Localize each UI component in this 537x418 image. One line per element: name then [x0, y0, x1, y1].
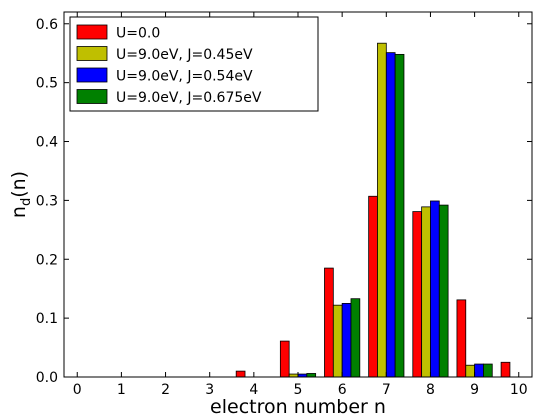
y-tick-label: 0.2 — [36, 252, 58, 268]
bar — [500, 361, 511, 378]
legend-label: U=9.0eV, J=0.675eV — [116, 90, 262, 106]
y-axis-label: nd(n) — [8, 171, 34, 218]
bar — [279, 340, 290, 378]
bar — [474, 363, 484, 378]
bar — [430, 200, 440, 378]
bar — [306, 373, 317, 378]
bar — [394, 53, 405, 378]
x-tick-label: 1 — [117, 382, 126, 398]
y-axis-label-tail: (n) — [8, 171, 30, 198]
x-tick-label: 2 — [161, 382, 170, 398]
x-tick-label: 0 — [73, 382, 82, 398]
y-tick-label: 0.4 — [36, 135, 58, 151]
x-tick-label: 9 — [470, 382, 479, 398]
legend-box — [69, 16, 319, 112]
x-axis-label: electron number n — [210, 396, 386, 418]
bar — [421, 206, 431, 378]
x-tick-label: 7 — [382, 382, 391, 398]
bar — [438, 204, 449, 378]
bar — [368, 195, 378, 378]
y-axis-label-main: n — [8, 206, 30, 218]
bar — [324, 267, 334, 378]
x-tick-label: 3 — [205, 382, 214, 398]
y-tick-label: 0.1 — [36, 311, 58, 327]
legend-swatch — [76, 46, 108, 61]
x-tick-label: 10 — [510, 382, 528, 398]
x-tick-label: 6 — [338, 382, 347, 398]
bar — [456, 299, 467, 378]
legend-label: U=0.0 — [116, 26, 160, 42]
y-tick-label: 0.6 — [36, 17, 58, 33]
bar — [483, 363, 493, 378]
bar — [377, 42, 387, 378]
bars-layer — [235, 42, 511, 378]
legend-label: U=9.0eV, J=0.45eV — [116, 47, 253, 63]
bar — [341, 303, 352, 378]
x-tick-label: 4 — [249, 382, 258, 398]
bar — [332, 304, 343, 378]
y-tick-label: 0.5 — [36, 76, 58, 92]
bar — [350, 298, 361, 378]
y-tick-label: 0.0 — [36, 370, 58, 386]
legend-swatch — [76, 67, 108, 83]
legend-label: U=9.0eV, J=0.54eV — [116, 69, 253, 85]
legend-swatch — [76, 89, 108, 104]
legend: U=0.0 U=9.0eV, J=0.45eV U=9.0eV, J=0.54eV U… — [69, 16, 319, 112]
bar — [465, 364, 476, 378]
bar — [385, 52, 396, 378]
legend-swatch — [76, 24, 108, 40]
y-axis-label-subscript: d — [19, 198, 34, 206]
ticks-layer: 0 1 2 3 4 5 6 7 8 9 10 0.0 0.1 0.2 0.3 0.4 0.5 0.6 — [36, 12, 532, 398]
x-tick-label: 8 — [426, 382, 435, 398]
bar — [412, 211, 423, 378]
bar — [235, 370, 246, 378]
y-tick-label: 0.3 — [36, 193, 58, 209]
x-tick-label: 5 — [294, 382, 303, 398]
